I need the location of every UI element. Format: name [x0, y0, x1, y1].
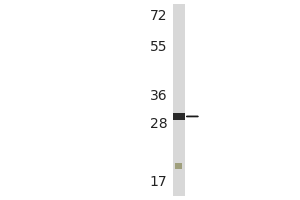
Text: 17: 17 — [150, 175, 167, 189]
Text: 36: 36 — [150, 89, 167, 103]
Bar — [173, 4, 185, 196]
Text: 28: 28 — [150, 117, 167, 131]
Text: 55: 55 — [150, 40, 167, 54]
Bar — [173, 113, 185, 120]
Text: 72: 72 — [150, 9, 167, 23]
Bar — [175, 163, 182, 169]
